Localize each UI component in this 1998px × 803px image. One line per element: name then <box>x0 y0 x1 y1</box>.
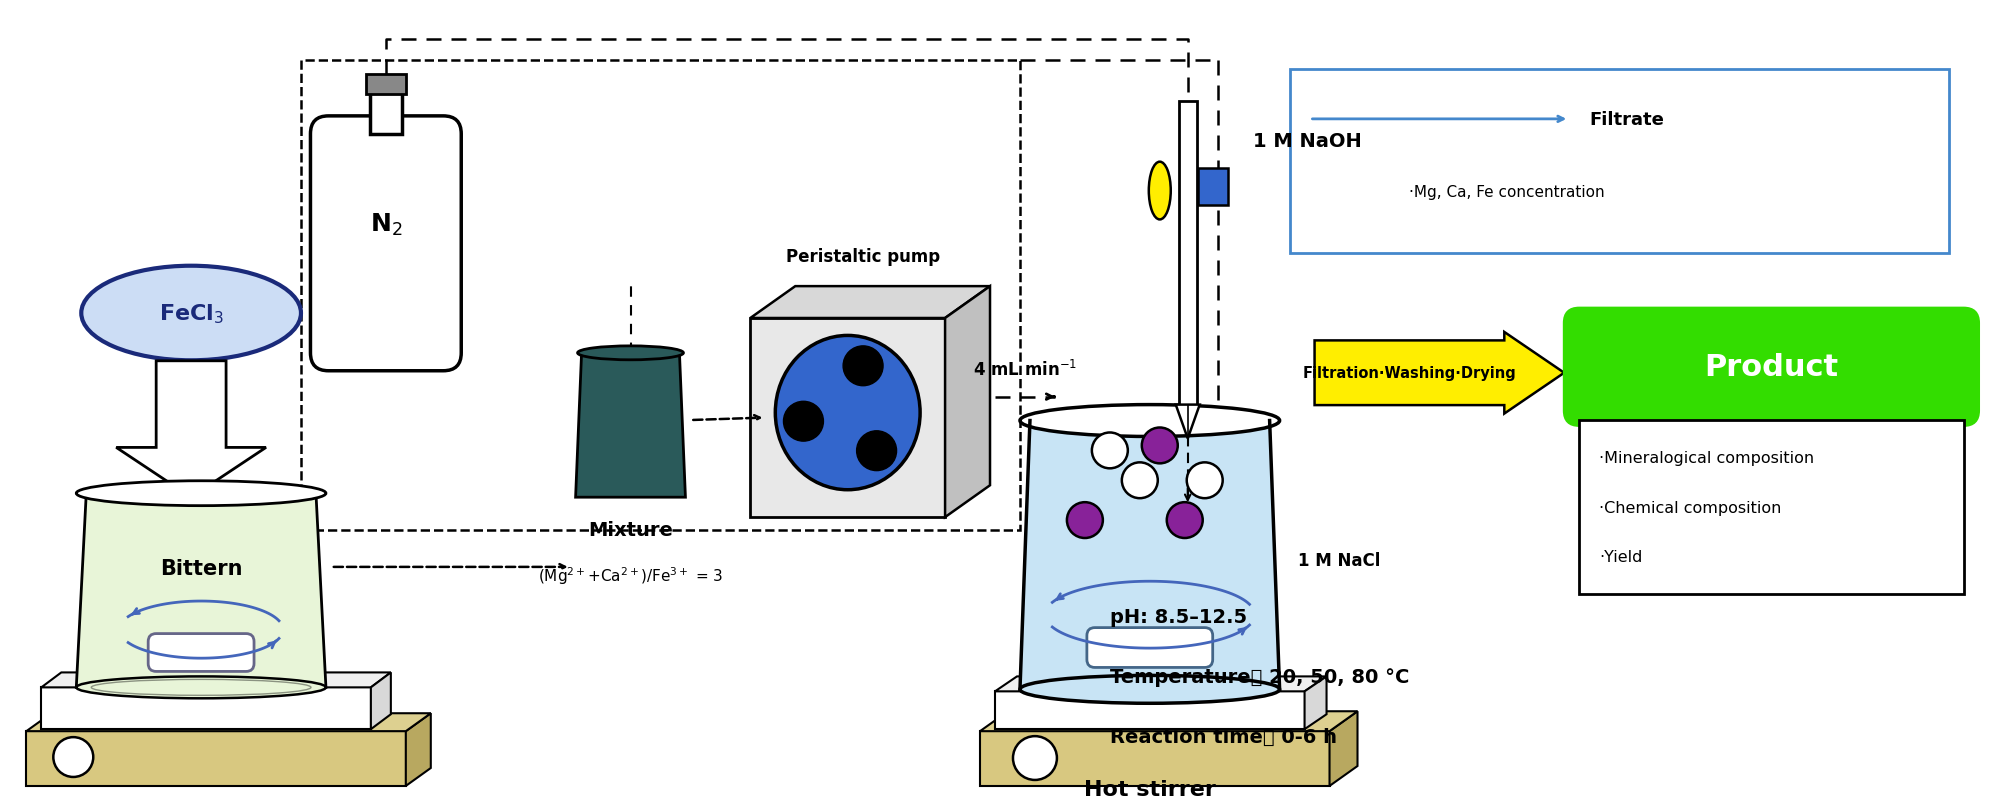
FancyBboxPatch shape <box>310 116 462 371</box>
Ellipse shape <box>82 267 302 361</box>
Text: 4 mL min$^{-1}$: 4 mL min$^{-1}$ <box>973 359 1077 379</box>
Text: FeCl$_3$: FeCl$_3$ <box>158 302 224 325</box>
Text: Peristaltic pump: Peristaltic pump <box>785 248 939 266</box>
Polygon shape <box>42 673 392 687</box>
Text: Reaction time： 0-6 h: Reaction time： 0-6 h <box>1109 727 1337 746</box>
Bar <box>370 90 402 135</box>
Bar <box>1179 102 1197 405</box>
Text: Filtrate: Filtrate <box>1588 111 1664 128</box>
Text: ·Chemical composition: ·Chemical composition <box>1598 500 1782 515</box>
FancyArrow shape <box>1315 332 1564 414</box>
Bar <box>751 319 945 517</box>
Circle shape <box>783 402 823 442</box>
Polygon shape <box>995 677 1327 691</box>
Bar <box>42 687 372 729</box>
Text: 1 M NaOH: 1 M NaOH <box>1253 132 1361 151</box>
Bar <box>1578 420 1964 594</box>
Bar <box>302 61 1019 531</box>
FancyBboxPatch shape <box>1564 308 1978 426</box>
Text: Filtration·Washing·Drying: Filtration·Washing·Drying <box>1303 366 1516 381</box>
FancyBboxPatch shape <box>1087 628 1213 667</box>
Polygon shape <box>116 361 266 498</box>
Circle shape <box>1091 433 1127 469</box>
Ellipse shape <box>76 481 326 506</box>
Polygon shape <box>1305 677 1327 729</box>
Text: Product: Product <box>1704 353 1838 381</box>
Text: 1 M NaCl: 1 M NaCl <box>1297 551 1381 569</box>
Polygon shape <box>1175 405 1199 439</box>
Circle shape <box>1167 503 1203 538</box>
Polygon shape <box>981 711 1357 732</box>
Polygon shape <box>751 287 991 319</box>
Polygon shape <box>26 713 432 732</box>
Bar <box>1289 70 1948 254</box>
Ellipse shape <box>76 677 326 699</box>
Bar <box>995 691 1305 729</box>
Ellipse shape <box>577 346 683 361</box>
Polygon shape <box>406 713 432 786</box>
Text: Mixture: Mixture <box>587 520 673 539</box>
Ellipse shape <box>1019 405 1279 437</box>
Circle shape <box>857 431 897 471</box>
Text: Hot stirrer: Hot stirrer <box>1083 779 1215 799</box>
Text: N$_2$: N$_2$ <box>370 211 402 237</box>
Text: (Mg$^{2+}$+Ca$^{2+}$)/Fe$^{3+}$ = 3: (Mg$^{2+}$+Ca$^{2+}$)/Fe$^{3+}$ = 3 <box>537 565 723 586</box>
Text: pH: 8.5–12.5: pH: 8.5–12.5 <box>1109 607 1247 626</box>
Circle shape <box>1067 503 1103 538</box>
Circle shape <box>1121 463 1157 499</box>
Polygon shape <box>1329 711 1357 786</box>
Ellipse shape <box>775 336 921 490</box>
Text: ·Mineralogical composition: ·Mineralogical composition <box>1598 450 1814 465</box>
Polygon shape <box>76 494 326 687</box>
Polygon shape <box>372 673 392 729</box>
Bar <box>26 732 406 786</box>
Circle shape <box>1187 463 1223 499</box>
Text: Temperature： 20, 50, 80 °C: Temperature： 20, 50, 80 °C <box>1109 667 1409 686</box>
Circle shape <box>1013 736 1057 780</box>
Text: ·Mg, Ca, Fe concentration: ·Mg, Ca, Fe concentration <box>1409 185 1604 200</box>
Polygon shape <box>945 287 991 517</box>
Polygon shape <box>575 353 685 498</box>
Circle shape <box>843 346 883 386</box>
Ellipse shape <box>1149 162 1171 220</box>
Bar <box>1197 169 1227 206</box>
FancyBboxPatch shape <box>148 634 254 671</box>
Circle shape <box>1141 428 1177 464</box>
Polygon shape <box>1019 421 1279 690</box>
Ellipse shape <box>1019 675 1279 703</box>
Bar <box>981 732 1329 786</box>
Bar <box>366 75 406 95</box>
Text: Bittern: Bittern <box>160 558 242 578</box>
Circle shape <box>54 737 94 777</box>
Text: ·Yield: ·Yield <box>1598 550 1642 565</box>
